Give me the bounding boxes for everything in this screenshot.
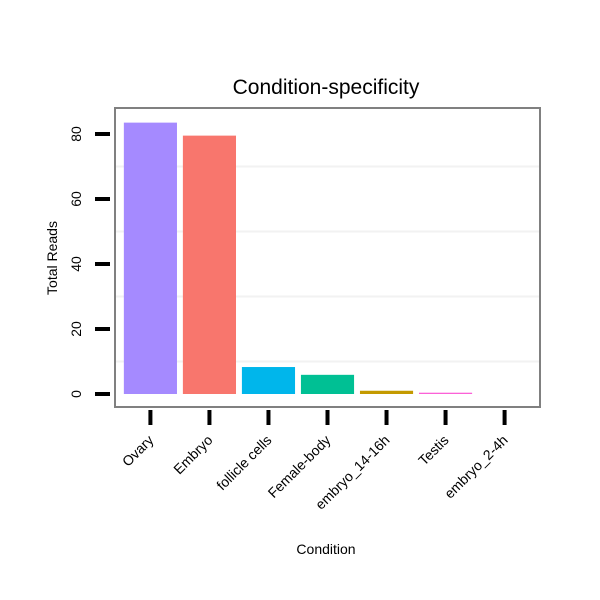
bar-0 — [123, 122, 177, 394]
y-tick-label: 60 — [68, 191, 84, 207]
bars — [123, 122, 473, 394]
x-tick-label: Embryo — [170, 432, 216, 478]
x-axis-label: Condition — [296, 541, 355, 557]
bar-1 — [182, 135, 237, 394]
x-tick-label: follicle cells — [213, 432, 274, 493]
grid-lines — [115, 165, 540, 363]
x-tick-label: Testis — [415, 432, 452, 469]
x-tick-label: embryo_2-4h — [441, 432, 511, 502]
bar-5 — [418, 392, 473, 394]
y-tick-label: 40 — [68, 256, 84, 272]
y-tick-label: 80 — [68, 126, 84, 142]
chart-title: Condition-specificity — [233, 76, 420, 99]
x-tick-label: Ovary — [119, 432, 157, 470]
y-tick-label: 20 — [68, 321, 84, 337]
plot-panel — [114, 107, 541, 408]
bar-2 — [241, 367, 296, 394]
y-axis-label: Total Reads — [44, 221, 60, 295]
bar-4 — [359, 390, 414, 394]
bar-3 — [300, 374, 355, 394]
y-axis: 0 20 40 60 80 — [68, 126, 110, 398]
y-tick-label: 0 — [68, 390, 84, 398]
